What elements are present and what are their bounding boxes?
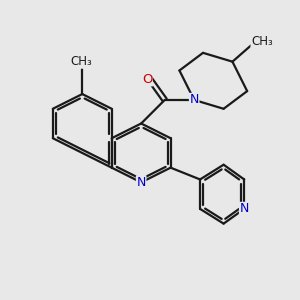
Text: CH₃: CH₃ xyxy=(70,55,92,68)
Text: N: N xyxy=(190,93,199,106)
Text: O: O xyxy=(142,73,152,86)
Text: CH₃: CH₃ xyxy=(251,34,273,48)
Text: N: N xyxy=(239,202,249,215)
Text: N: N xyxy=(136,176,146,189)
